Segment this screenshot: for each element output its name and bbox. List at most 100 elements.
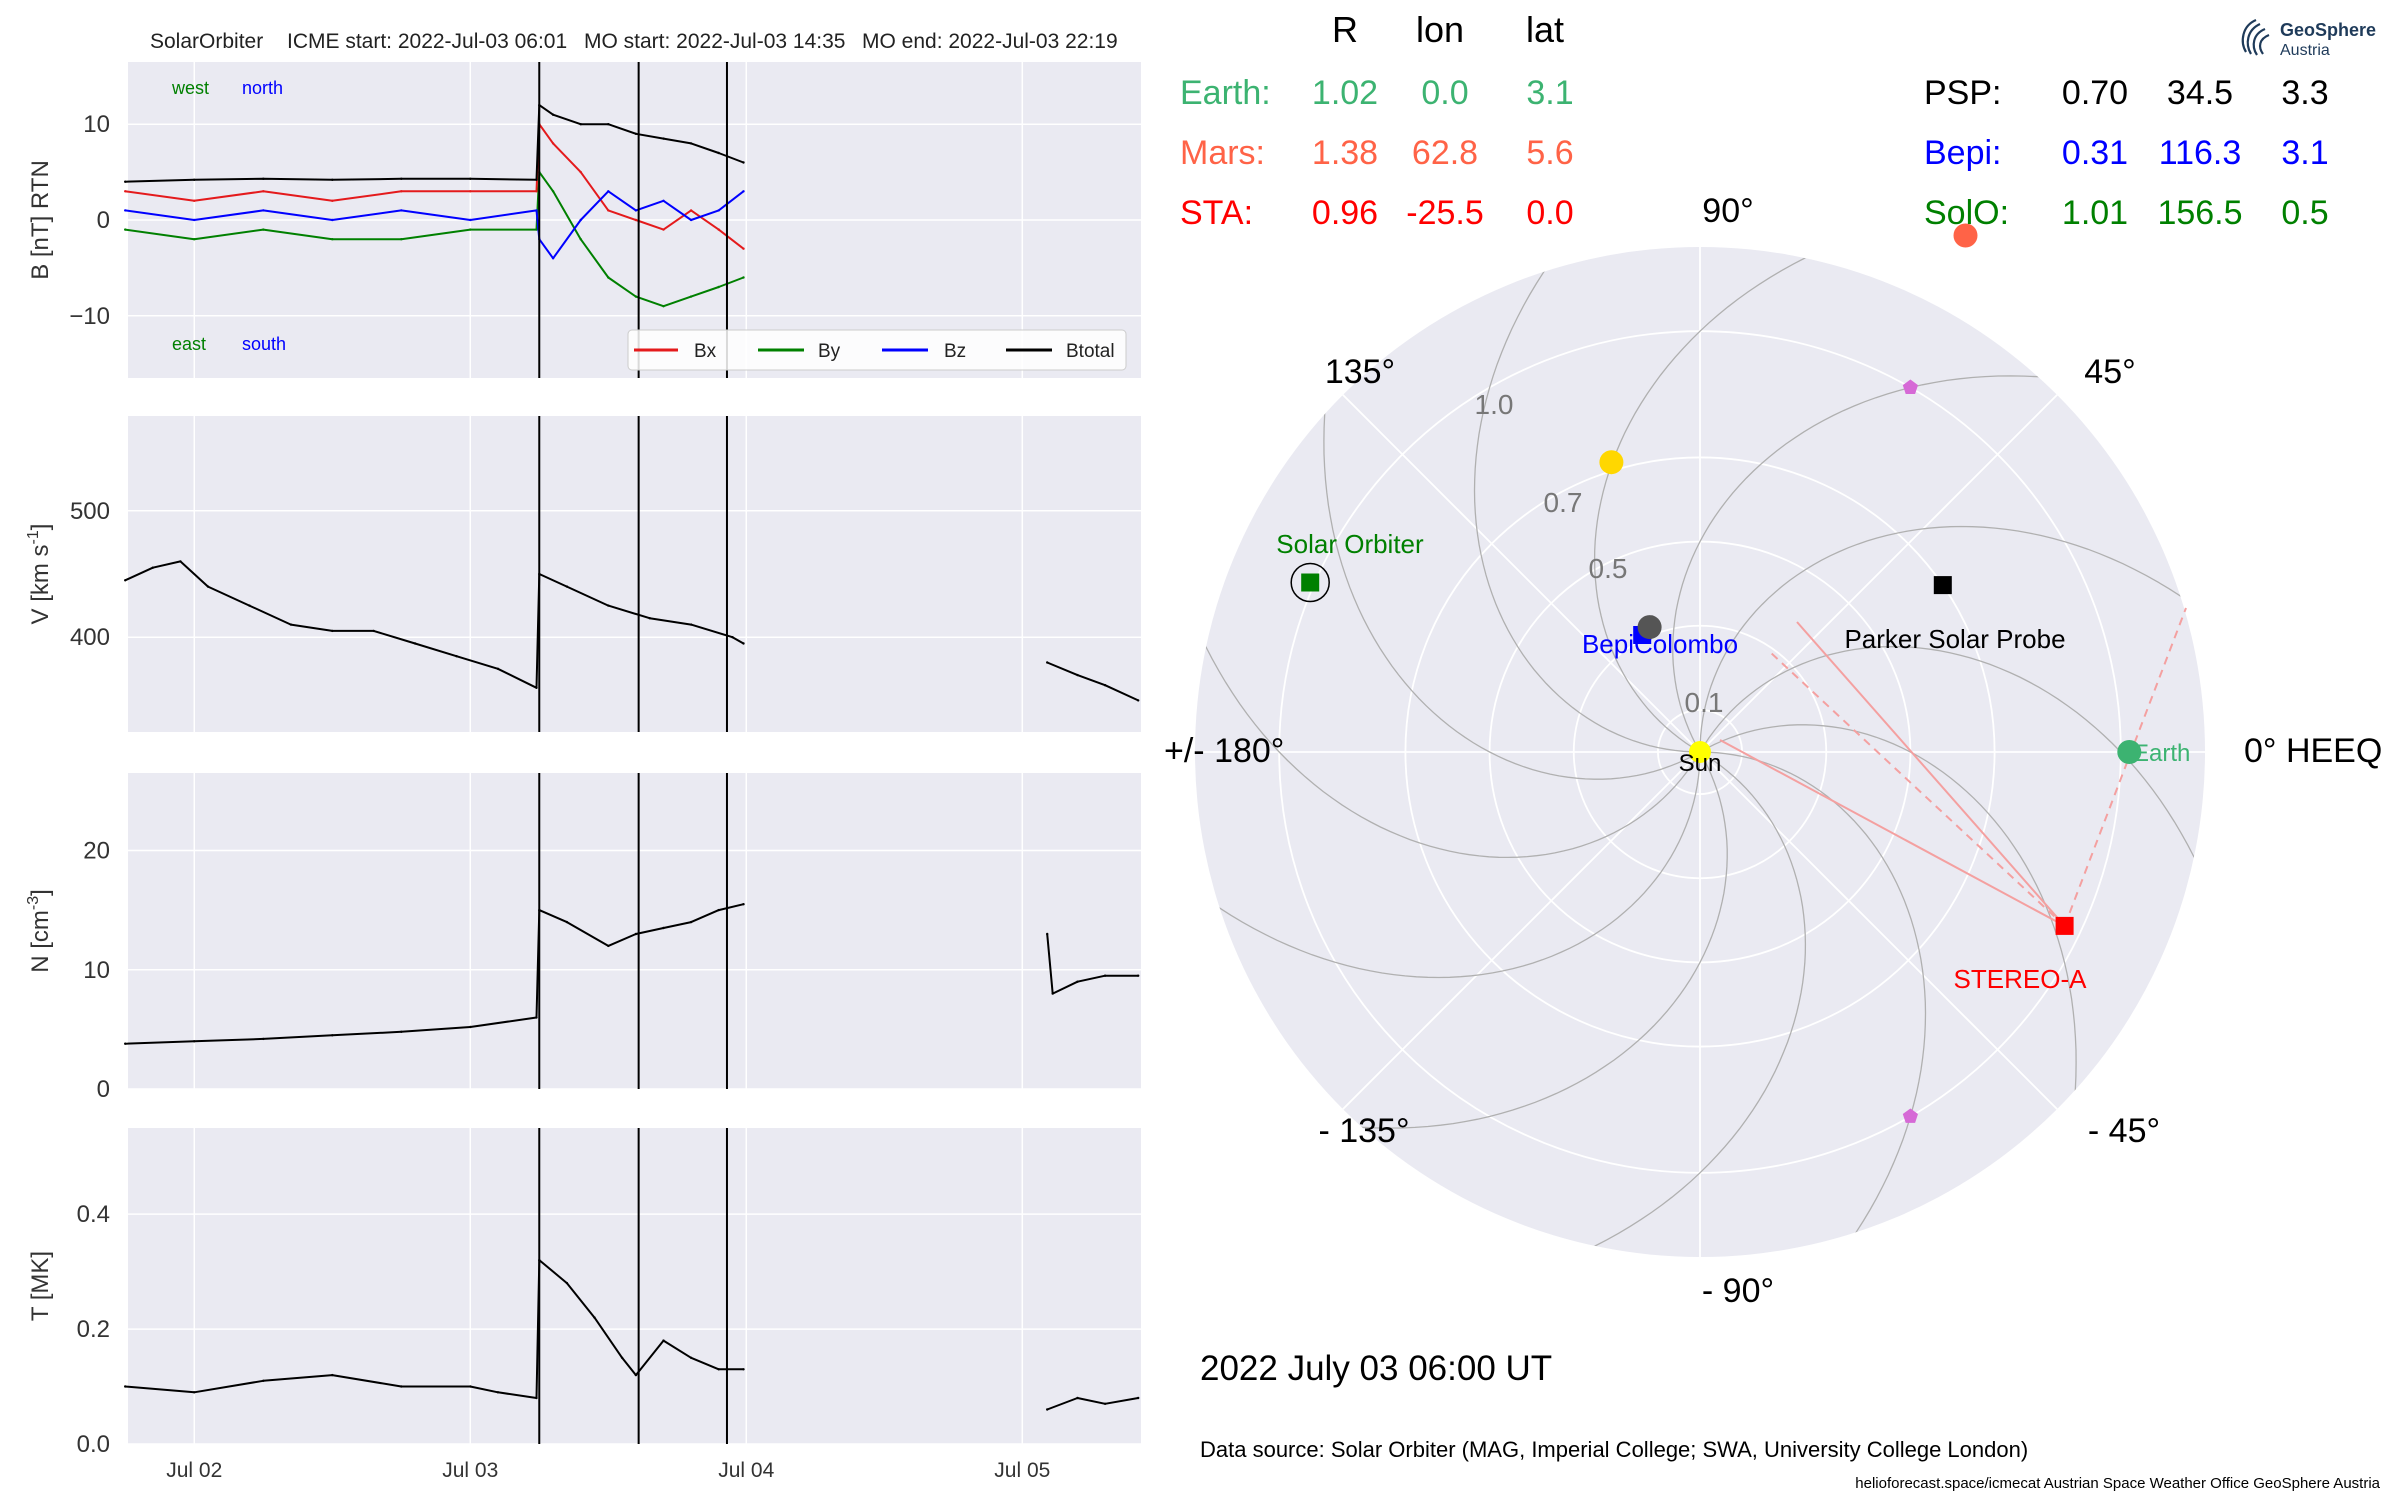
table-cell-left: 1.38: [1312, 134, 1378, 172]
parker-spiral: [1195, 526, 1697, 859]
logo-text-austria: Austria: [2280, 42, 2330, 59]
header-spacecraft: SolarOrbiter: [150, 30, 263, 53]
data-point: [455, 655, 458, 658]
y-tick-label: 500: [70, 498, 110, 525]
data-point: [634, 218, 638, 222]
table-cell-left: 0.0: [1526, 194, 1573, 232]
venus-marker: [1599, 450, 1624, 475]
footer-credits: helioforecast.space/icmecat Austrian Spa…: [1855, 1475, 2380, 1492]
data-point: [1076, 673, 1079, 677]
data-point: [535, 1016, 538, 1019]
annotation-south: south: [242, 334, 286, 354]
data-point: [607, 190, 610, 193]
data-point: [717, 151, 720, 155]
mercury-marker: [1637, 615, 1662, 640]
body-label: Sun: [1679, 750, 1722, 777]
table-cell-right: PSP:: [1924, 74, 2001, 112]
table-header-lat: lat: [1526, 9, 1564, 50]
data-point: [717, 285, 720, 289]
table-cell-right: 1.01: [2062, 194, 2128, 232]
data-point: [193, 218, 196, 222]
angle-label: 45°: [2084, 353, 2135, 391]
data-point: [689, 218, 693, 222]
data-point: [331, 1034, 334, 1037]
parker-spiral: [1474, 755, 1807, 1257]
data-point: [193, 1391, 196, 1394]
table-cell-left: STA:: [1180, 194, 1253, 232]
parker-solar-probe-marker: [1933, 576, 1952, 595]
data-point: [1076, 1396, 1079, 1400]
angle-label: - 135°: [1318, 1112, 1409, 1150]
parker-spiral: [1703, 645, 2205, 978]
panel-density: 0 10 20 N [cm-3]: [25, 773, 1141, 1103]
body-label: STEREO-A: [1954, 964, 2088, 994]
y-tick-label: 0: [97, 207, 110, 234]
table-cell-right: Bepi:: [1924, 134, 2002, 172]
data-point: [124, 1385, 127, 1388]
table-cell-right: 0.31: [2062, 134, 2128, 172]
table-cell-left: 62.8: [1412, 134, 1478, 172]
data-point: [496, 667, 500, 670]
data-point: [648, 617, 651, 620]
parker-spirals: [1195, 247, 2205, 1257]
data-point: [535, 190, 538, 193]
polar-grid-spoke: [1342, 394, 1701, 753]
body-label: BepiColombo: [1582, 629, 1738, 659]
annotation-east: east: [172, 334, 206, 354]
data-point: [331, 218, 334, 222]
data-point: [262, 228, 265, 231]
data-point: [565, 585, 569, 588]
data-point: [124, 190, 127, 193]
data-point: [262, 1037, 265, 1041]
data-point: [193, 199, 196, 202]
table-cell-left: Earth:: [1180, 74, 1271, 112]
stereo-a-marker: [2055, 916, 2074, 935]
y-tick-label: 0.0: [77, 1431, 110, 1458]
data-point: [607, 604, 610, 607]
data-point: [535, 686, 538, 689]
data-point: [607, 123, 610, 126]
annotation-west: west: [171, 78, 209, 98]
data-point: [469, 177, 472, 180]
data-point: [331, 238, 334, 241]
legend-label-bx: Bx: [694, 341, 717, 362]
header-mo-end: MO end: 2022-Jul-03 22:19: [862, 30, 1118, 53]
logo-text-geosphere: GeoSphere: [2280, 20, 2376, 40]
data-point: [579, 218, 582, 222]
data-point: [535, 228, 538, 231]
y-axis-label: N [cm-3]: [25, 889, 54, 973]
data-point: [400, 1030, 403, 1034]
l5-marker: [1902, 1108, 1918, 1123]
data-point: [1076, 980, 1079, 983]
data-point: [742, 276, 745, 279]
table-cell-right: 116.3: [2159, 134, 2242, 172]
x-tick-label: Jul 04: [718, 1459, 774, 1482]
table-cell-left: 0.0: [1421, 74, 1468, 112]
data-point: [1046, 1408, 1049, 1411]
stereo-a-fov-dashed: [2063, 607, 2187, 927]
parker-spiral: [1708, 751, 1927, 1257]
data-point: [689, 209, 693, 212]
legend-box: [627, 329, 1127, 371]
table-cell-left: 3.1: [1526, 74, 1573, 112]
data-point: [262, 177, 265, 180]
data-point: [742, 247, 745, 250]
data-point: [607, 944, 610, 948]
data-point: [400, 209, 403, 212]
body-label: Parker Solar Probe: [1844, 624, 2065, 654]
radial-tick-label: 0.1: [1685, 687, 1724, 718]
header-mo-start: MO start: 2022-Jul-03 14:35: [584, 30, 845, 53]
data-point: [662, 1339, 665, 1342]
stereo-a-fov-line: [1796, 621, 2066, 927]
data-point: [742, 190, 745, 193]
data-point: [1046, 661, 1049, 664]
data-point: [579, 238, 582, 241]
data-point: [179, 560, 182, 563]
parker-spiral: [1323, 289, 1693, 780]
data-point: [551, 190, 555, 193]
y-tick-label: 0.2: [77, 1316, 110, 1343]
table-cell-right: 156.5: [2157, 194, 2242, 232]
table-cell-right: 3.3: [2281, 74, 2328, 112]
data-point: [607, 209, 610, 212]
